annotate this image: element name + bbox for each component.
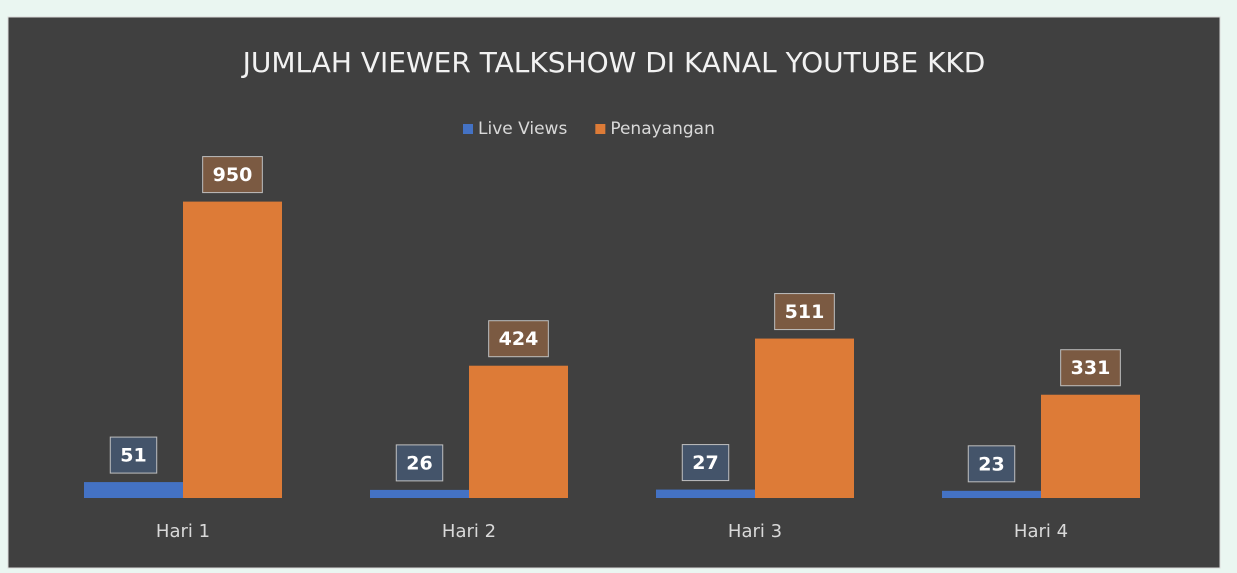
legend-swatch xyxy=(595,124,606,134)
data-label: 950 xyxy=(213,164,253,186)
data-label: 26 xyxy=(406,452,432,474)
data-label-box xyxy=(681,444,730,482)
data-label: 51 xyxy=(120,445,146,467)
bar xyxy=(370,489,469,498)
bar xyxy=(755,338,854,498)
legend-label: Penayangan xyxy=(610,119,715,139)
data-label: 23 xyxy=(978,453,1004,475)
data-label-box xyxy=(1060,349,1121,387)
data-label: 331 xyxy=(1071,357,1111,379)
bar xyxy=(183,201,282,498)
bar xyxy=(656,489,755,498)
data-label-box xyxy=(967,445,1016,483)
x-tick-label: Hari 4 xyxy=(1014,521,1068,542)
data-label-box xyxy=(395,444,444,482)
data-label-box xyxy=(488,320,549,358)
legend-swatch xyxy=(463,124,473,134)
chart-title: JUMLAH VIEWER TALKSHOW DI KANAL YOUTUBE … xyxy=(241,46,986,79)
data-label-box xyxy=(774,293,835,331)
data-label: 27 xyxy=(692,452,718,474)
bar xyxy=(469,365,568,498)
x-tick-label: Hari 3 xyxy=(728,521,782,542)
x-tick-label: Hari 1 xyxy=(156,521,210,542)
data-label: 424 xyxy=(499,328,539,350)
data-label: 511 xyxy=(785,301,825,323)
data-label-box xyxy=(202,156,263,194)
legend-label: Live Views xyxy=(478,119,567,139)
bar xyxy=(1041,394,1140,498)
data-label-box xyxy=(109,436,158,474)
bar xyxy=(84,482,183,498)
bar xyxy=(942,490,1041,498)
x-tick-label: Hari 2 xyxy=(442,521,496,542)
